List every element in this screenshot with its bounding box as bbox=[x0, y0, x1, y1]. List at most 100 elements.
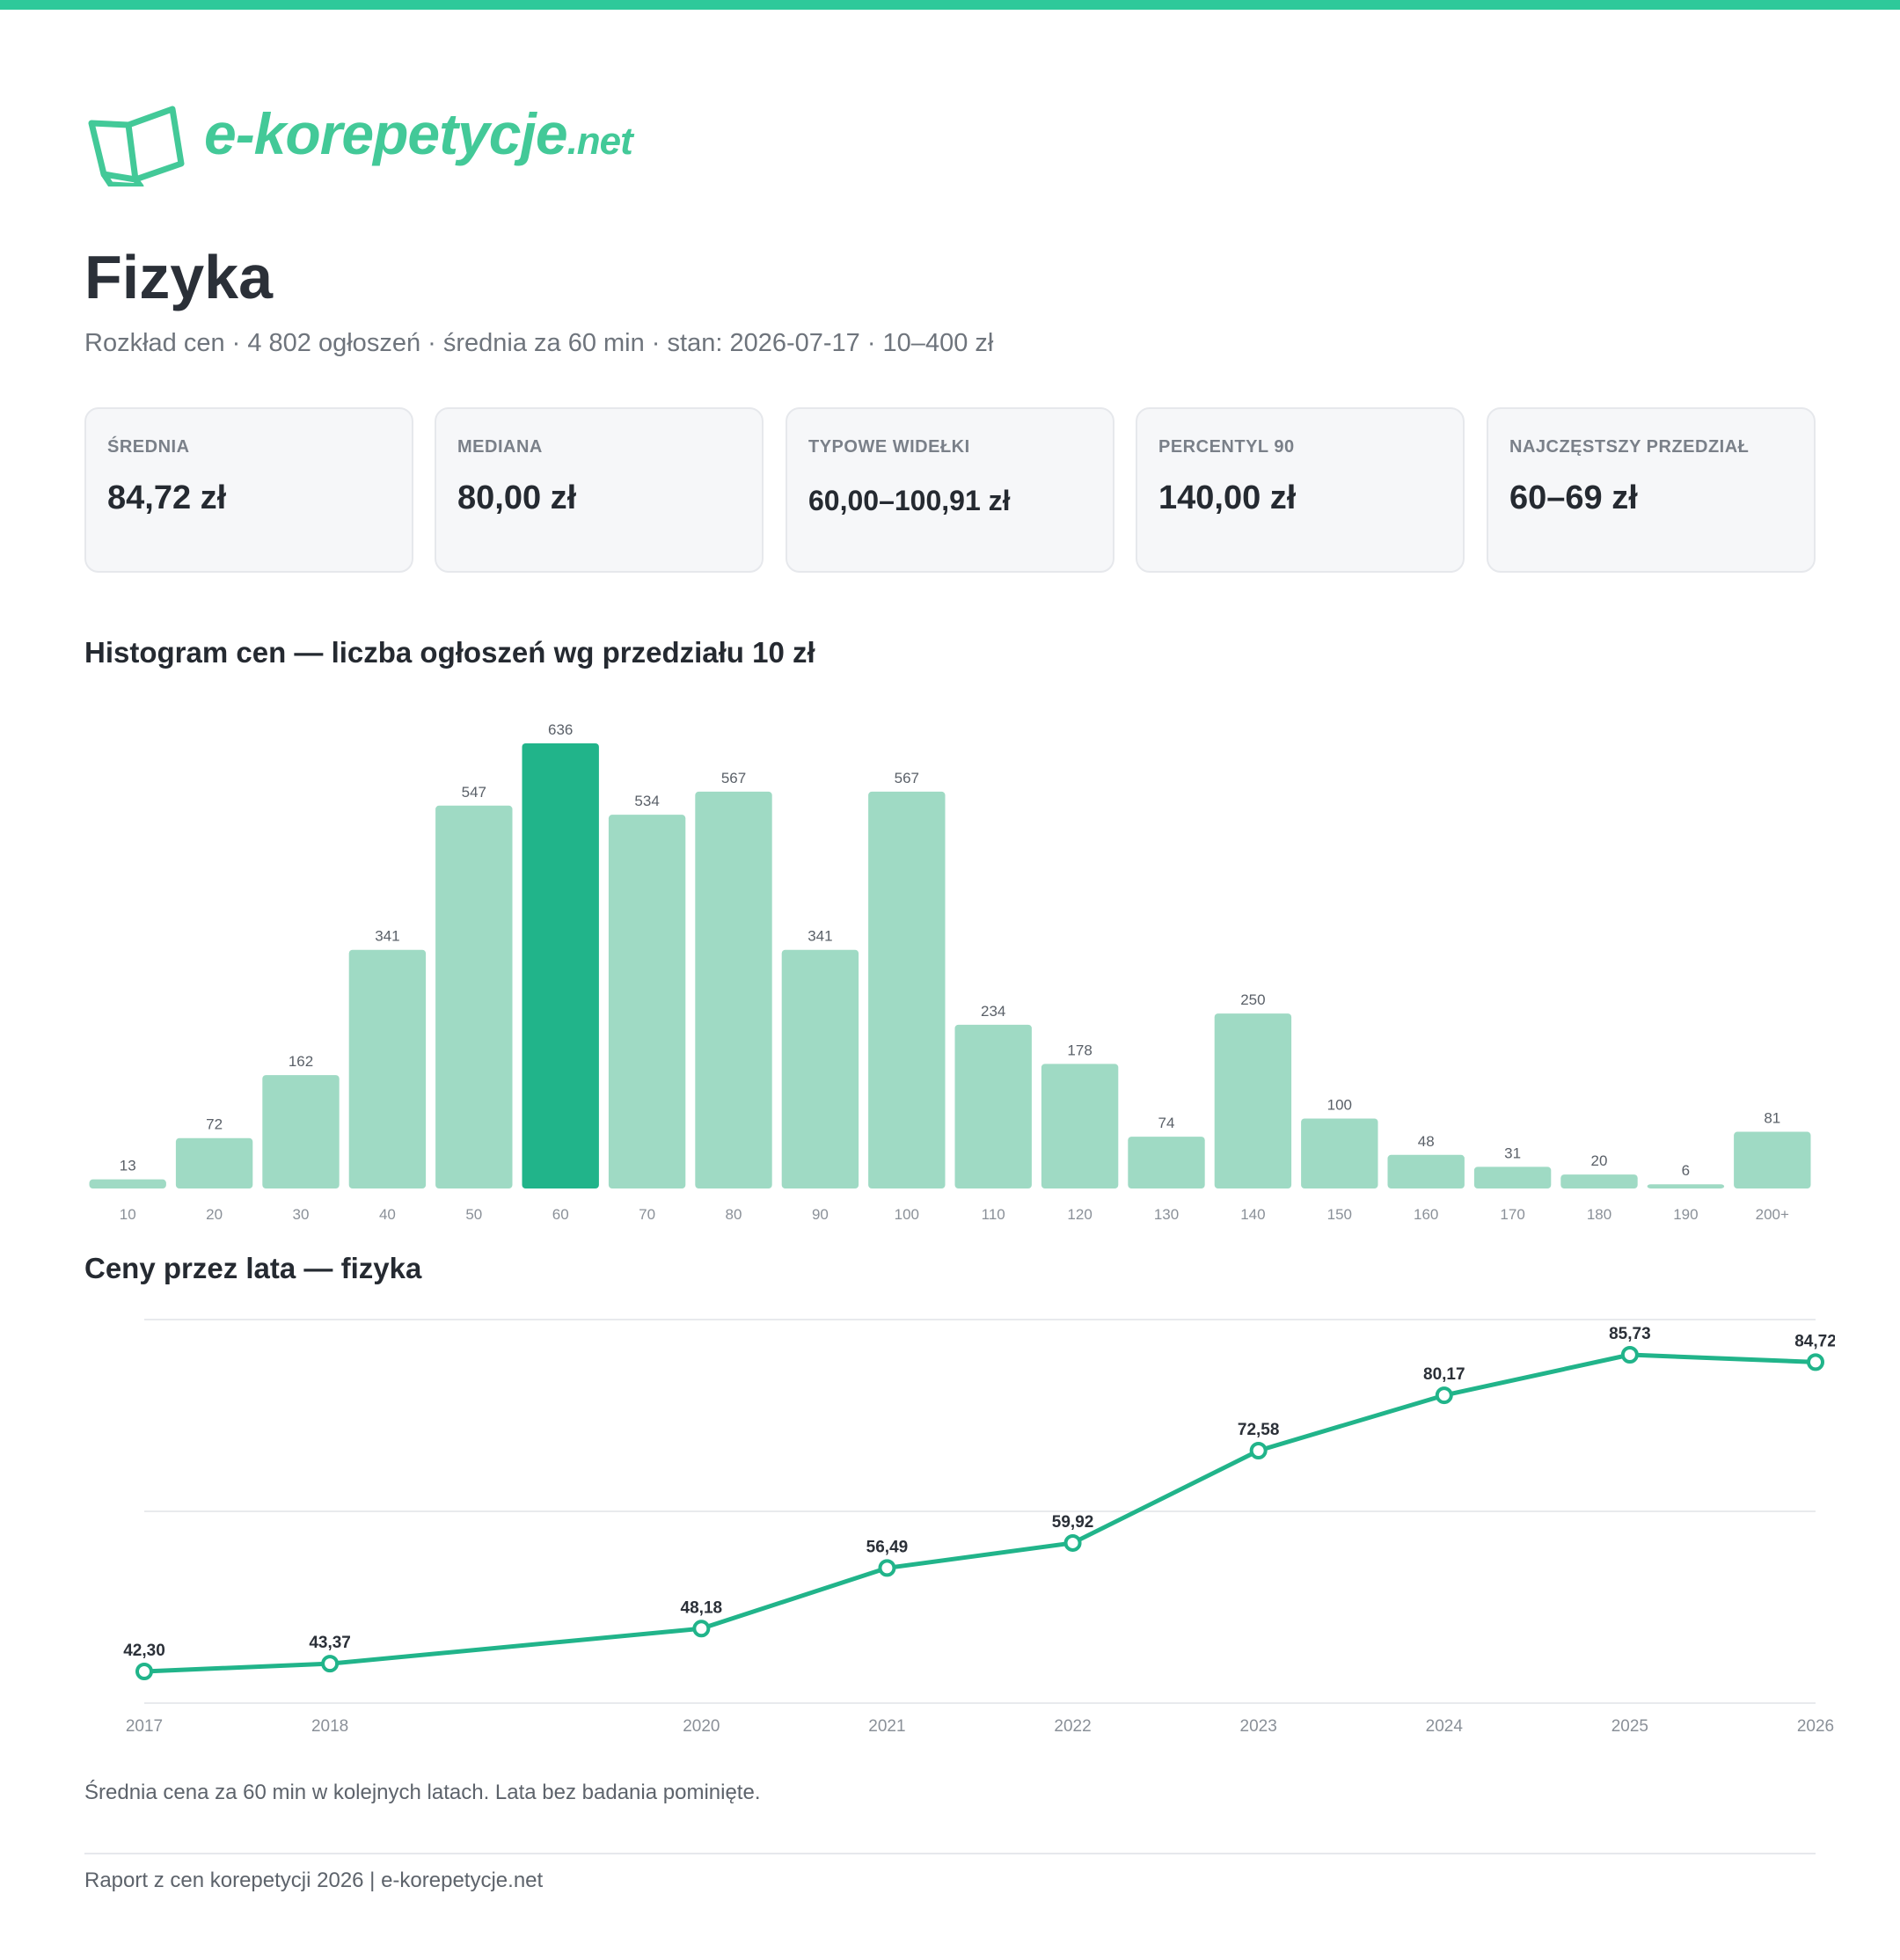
x-tick-label: 190 bbox=[1673, 1206, 1698, 1221]
point-value-label: 42,30 bbox=[123, 1642, 165, 1660]
x-tick-label: 2026 bbox=[1797, 1717, 1834, 1736]
histogram-bar bbox=[868, 791, 946, 1188]
x-tick-label: 50 bbox=[465, 1206, 482, 1221]
data-point-marker bbox=[1620, 1346, 1639, 1364]
point-value-label: 48,18 bbox=[681, 1598, 723, 1617]
stat-value: 140,00 zł bbox=[1158, 479, 1297, 516]
bar-value-label: 20 bbox=[1591, 1152, 1608, 1169]
x-tick-label: 180 bbox=[1587, 1206, 1611, 1221]
stat-value: 84,72 zł bbox=[107, 479, 227, 516]
stat-card-mode-bin: NAJCZĘSTSZY PRZEDZIAŁ 60–69 zł bbox=[1487, 407, 1816, 573]
stat-card-mean: ŚREDNIA 84,72 zł bbox=[84, 407, 413, 573]
x-tick-label: 2023 bbox=[1240, 1717, 1277, 1736]
data-point-marker bbox=[692, 1620, 711, 1638]
stat-card-median: MEDIANA 80,00 zł bbox=[435, 407, 764, 573]
logo-name: e-korepetycje bbox=[204, 101, 568, 166]
bar-value-label: 100 bbox=[1327, 1096, 1352, 1113]
data-point-marker bbox=[321, 1655, 340, 1673]
bar-value-label: 162 bbox=[289, 1053, 313, 1070]
bar-value-label: 534 bbox=[634, 793, 659, 809]
histogram-bar bbox=[175, 1137, 253, 1188]
bar-value-label: 81 bbox=[1764, 1110, 1780, 1127]
bar-value-label: 74 bbox=[1158, 1115, 1175, 1131]
histogram-bar bbox=[1560, 1174, 1638, 1188]
x-tick-label: 140 bbox=[1240, 1206, 1265, 1221]
x-tick-label: 130 bbox=[1154, 1206, 1179, 1221]
chart-caption: Średnia cena za 60 min w kolejnych latac… bbox=[84, 1781, 761, 1804]
series-line bbox=[143, 1352, 1816, 1674]
point-value-label: 80,17 bbox=[1423, 1365, 1465, 1384]
line-chart-title: Ceny przez lata — fizyka bbox=[84, 1252, 422, 1284]
bar-value-label: 636 bbox=[548, 721, 573, 738]
histogram-bar bbox=[1214, 1013, 1292, 1188]
histogram-bar bbox=[1128, 1137, 1205, 1188]
histogram-bar bbox=[781, 949, 859, 1188]
histogram-bar bbox=[348, 949, 427, 1188]
x-tick-label: 10 bbox=[120, 1206, 136, 1221]
point-value-label: 56,49 bbox=[866, 1538, 909, 1556]
x-tick-label: 30 bbox=[293, 1206, 310, 1221]
x-tick-label: 2021 bbox=[868, 1717, 905, 1736]
line-chart: 42,30 2017 43,37 2018 48,18 2020 56,49 2021 59,9… bbox=[123, 1319, 1835, 1736]
bar-value-label: 234 bbox=[981, 1003, 1005, 1020]
data-point-marker bbox=[878, 1559, 896, 1577]
x-tick-label: 2024 bbox=[1426, 1717, 1464, 1736]
x-tick-label: 2022 bbox=[1054, 1717, 1091, 1736]
bar-value-label: 178 bbox=[1067, 1042, 1092, 1058]
x-tick-label: 160 bbox=[1414, 1206, 1438, 1221]
bar-value-label: 72 bbox=[206, 1116, 223, 1133]
top-accent-bar bbox=[0, 0, 1900, 10]
stat-card-p90: PERCENTYL 90 140,00 zł bbox=[1136, 407, 1465, 573]
page-title: Fizyka bbox=[84, 243, 273, 311]
data-point-marker bbox=[1063, 1533, 1082, 1552]
point-value-label: 59,92 bbox=[1052, 1513, 1094, 1532]
stat-value: 60–69 zł bbox=[1509, 479, 1638, 516]
data-point-marker bbox=[1435, 1386, 1453, 1405]
x-tick-label: 60 bbox=[552, 1206, 569, 1221]
bar-value-label: 48 bbox=[1418, 1133, 1435, 1150]
stat-label: NAJCZĘSTSZY PRZEDZIAŁ bbox=[1509, 437, 1750, 457]
stat-label: PERCENTYL 90 bbox=[1158, 437, 1295, 457]
histogram-bar bbox=[608, 815, 686, 1188]
x-tick-label: 100 bbox=[895, 1206, 919, 1221]
x-tick-label: 200+ bbox=[1756, 1206, 1789, 1221]
bar-value-label: 6 bbox=[1682, 1162, 1690, 1179]
x-tick-label: 2018 bbox=[311, 1717, 348, 1736]
x-tick-label: 2025 bbox=[1611, 1717, 1648, 1736]
data-point-marker bbox=[1807, 1353, 1824, 1371]
bar-value-label: 567 bbox=[721, 770, 746, 786]
data-point-marker bbox=[1249, 1442, 1268, 1460]
histogram-bar bbox=[1473, 1166, 1552, 1188]
histogram-bar bbox=[954, 1024, 1032, 1188]
x-tick-label: 110 bbox=[982, 1206, 1005, 1221]
histogram-bar bbox=[1734, 1131, 1811, 1188]
histogram-bar bbox=[1301, 1118, 1378, 1188]
x-tick-label: 120 bbox=[1067, 1206, 1092, 1221]
x-tick-label: 80 bbox=[726, 1206, 742, 1221]
x-tick-label: 90 bbox=[812, 1206, 829, 1221]
x-tick-label: 2017 bbox=[126, 1717, 163, 1736]
bar-value-label: 31 bbox=[1504, 1145, 1521, 1161]
x-tick-label: 150 bbox=[1327, 1206, 1352, 1221]
bar-value-label: 13 bbox=[120, 1158, 136, 1174]
histogram-chart: 13 10 72 20 162 30 341 40 547 50 636 60 534 70 567 80 34… bbox=[89, 721, 1811, 1221]
point-value-label: 72,58 bbox=[1238, 1421, 1280, 1439]
x-tick-label: 70 bbox=[639, 1206, 655, 1221]
x-tick-label: 170 bbox=[1500, 1206, 1524, 1221]
histogram-bar bbox=[1387, 1154, 1465, 1188]
stat-card-typical-range: TYPOWE WIDEŁKI 60,00–100,91 zł bbox=[786, 407, 1114, 573]
logo-tld: .net bbox=[566, 120, 633, 163]
bar-value-label: 250 bbox=[1240, 991, 1265, 1008]
data-point-marker bbox=[135, 1663, 153, 1680]
footer-divider bbox=[84, 1853, 1816, 1854]
x-tick-label: 2020 bbox=[683, 1717, 720, 1736]
point-value-label: 84,72 bbox=[1794, 1332, 1835, 1350]
x-tick-label: 40 bbox=[379, 1206, 396, 1221]
stat-cards: ŚREDNIA 84,72 zł MEDIANA 80,00 zł TYPOWE… bbox=[84, 407, 1816, 574]
histogram-title: Histogram cen — liczba ogłoszeń wg przed… bbox=[84, 636, 815, 669]
histogram-bar bbox=[522, 743, 599, 1188]
bar-value-label: 341 bbox=[375, 928, 399, 945]
bar-value-label: 567 bbox=[895, 770, 919, 786]
logo[interactable]: e-korepetycje.net bbox=[84, 99, 683, 186]
logo-text: e-korepetycje.net bbox=[204, 100, 633, 167]
